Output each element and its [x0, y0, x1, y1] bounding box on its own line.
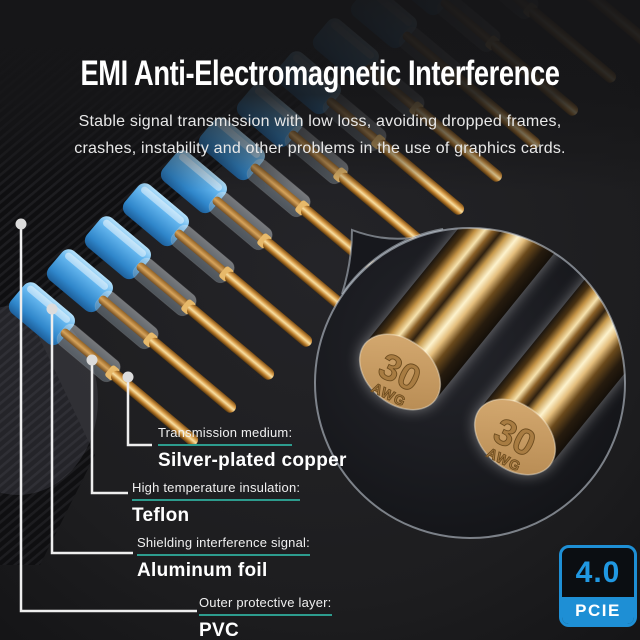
pcie-standard-label: PCIE — [562, 597, 634, 624]
callout-dot-teflon — [86, 354, 98, 366]
subtitle-line-1: Stable signal transmission with low loss… — [78, 113, 562, 130]
callout-dot-foil — [46, 303, 58, 315]
callout-outer-protective-layer: Outer protective layer: PVC — [199, 594, 332, 640]
callout-value: Teflon — [132, 505, 190, 526]
callout-value: Aluminum foil — [137, 560, 268, 581]
callout-dot-pvc — [15, 218, 27, 230]
magnifier-pointer — [341, 228, 444, 295]
callout-dot-copper — [122, 371, 134, 383]
pcie-version-number: 4.0 — [575, 555, 621, 589]
pcie-version-badge: 4.0 PCIE — [559, 545, 637, 627]
callout-markers — [15, 218, 134, 383]
subtitle-line-2: crashes, instability and other problems … — [74, 140, 566, 157]
callout-lines — [19, 224, 197, 613]
callout-label: Shielding interference signal: — [137, 535, 310, 556]
callout-value: PVC — [199, 620, 239, 640]
callout-label: High temperature insulation: — [132, 480, 301, 501]
callout-label: Outer protective layer: — [199, 595, 332, 616]
callout-label: Transmission medium: — [158, 425, 293, 446]
page-title: EMI Anti-Electromagnetic Interference — [80, 54, 560, 93]
callout-value: Silver-plated copper — [158, 450, 347, 471]
callout-transmission-medium: Transmission medium: Silver-plated coppe… — [158, 424, 347, 472]
callout-shielding-interference-signal: Shielding interference signal: Aluminum … — [137, 534, 310, 582]
callout-high-temperature-insulation: High temperature insulation: Teflon — [132, 479, 301, 527]
magnifier: 30 AWG 30 AWG — [314, 227, 626, 539]
header-shade — [0, 0, 640, 190]
